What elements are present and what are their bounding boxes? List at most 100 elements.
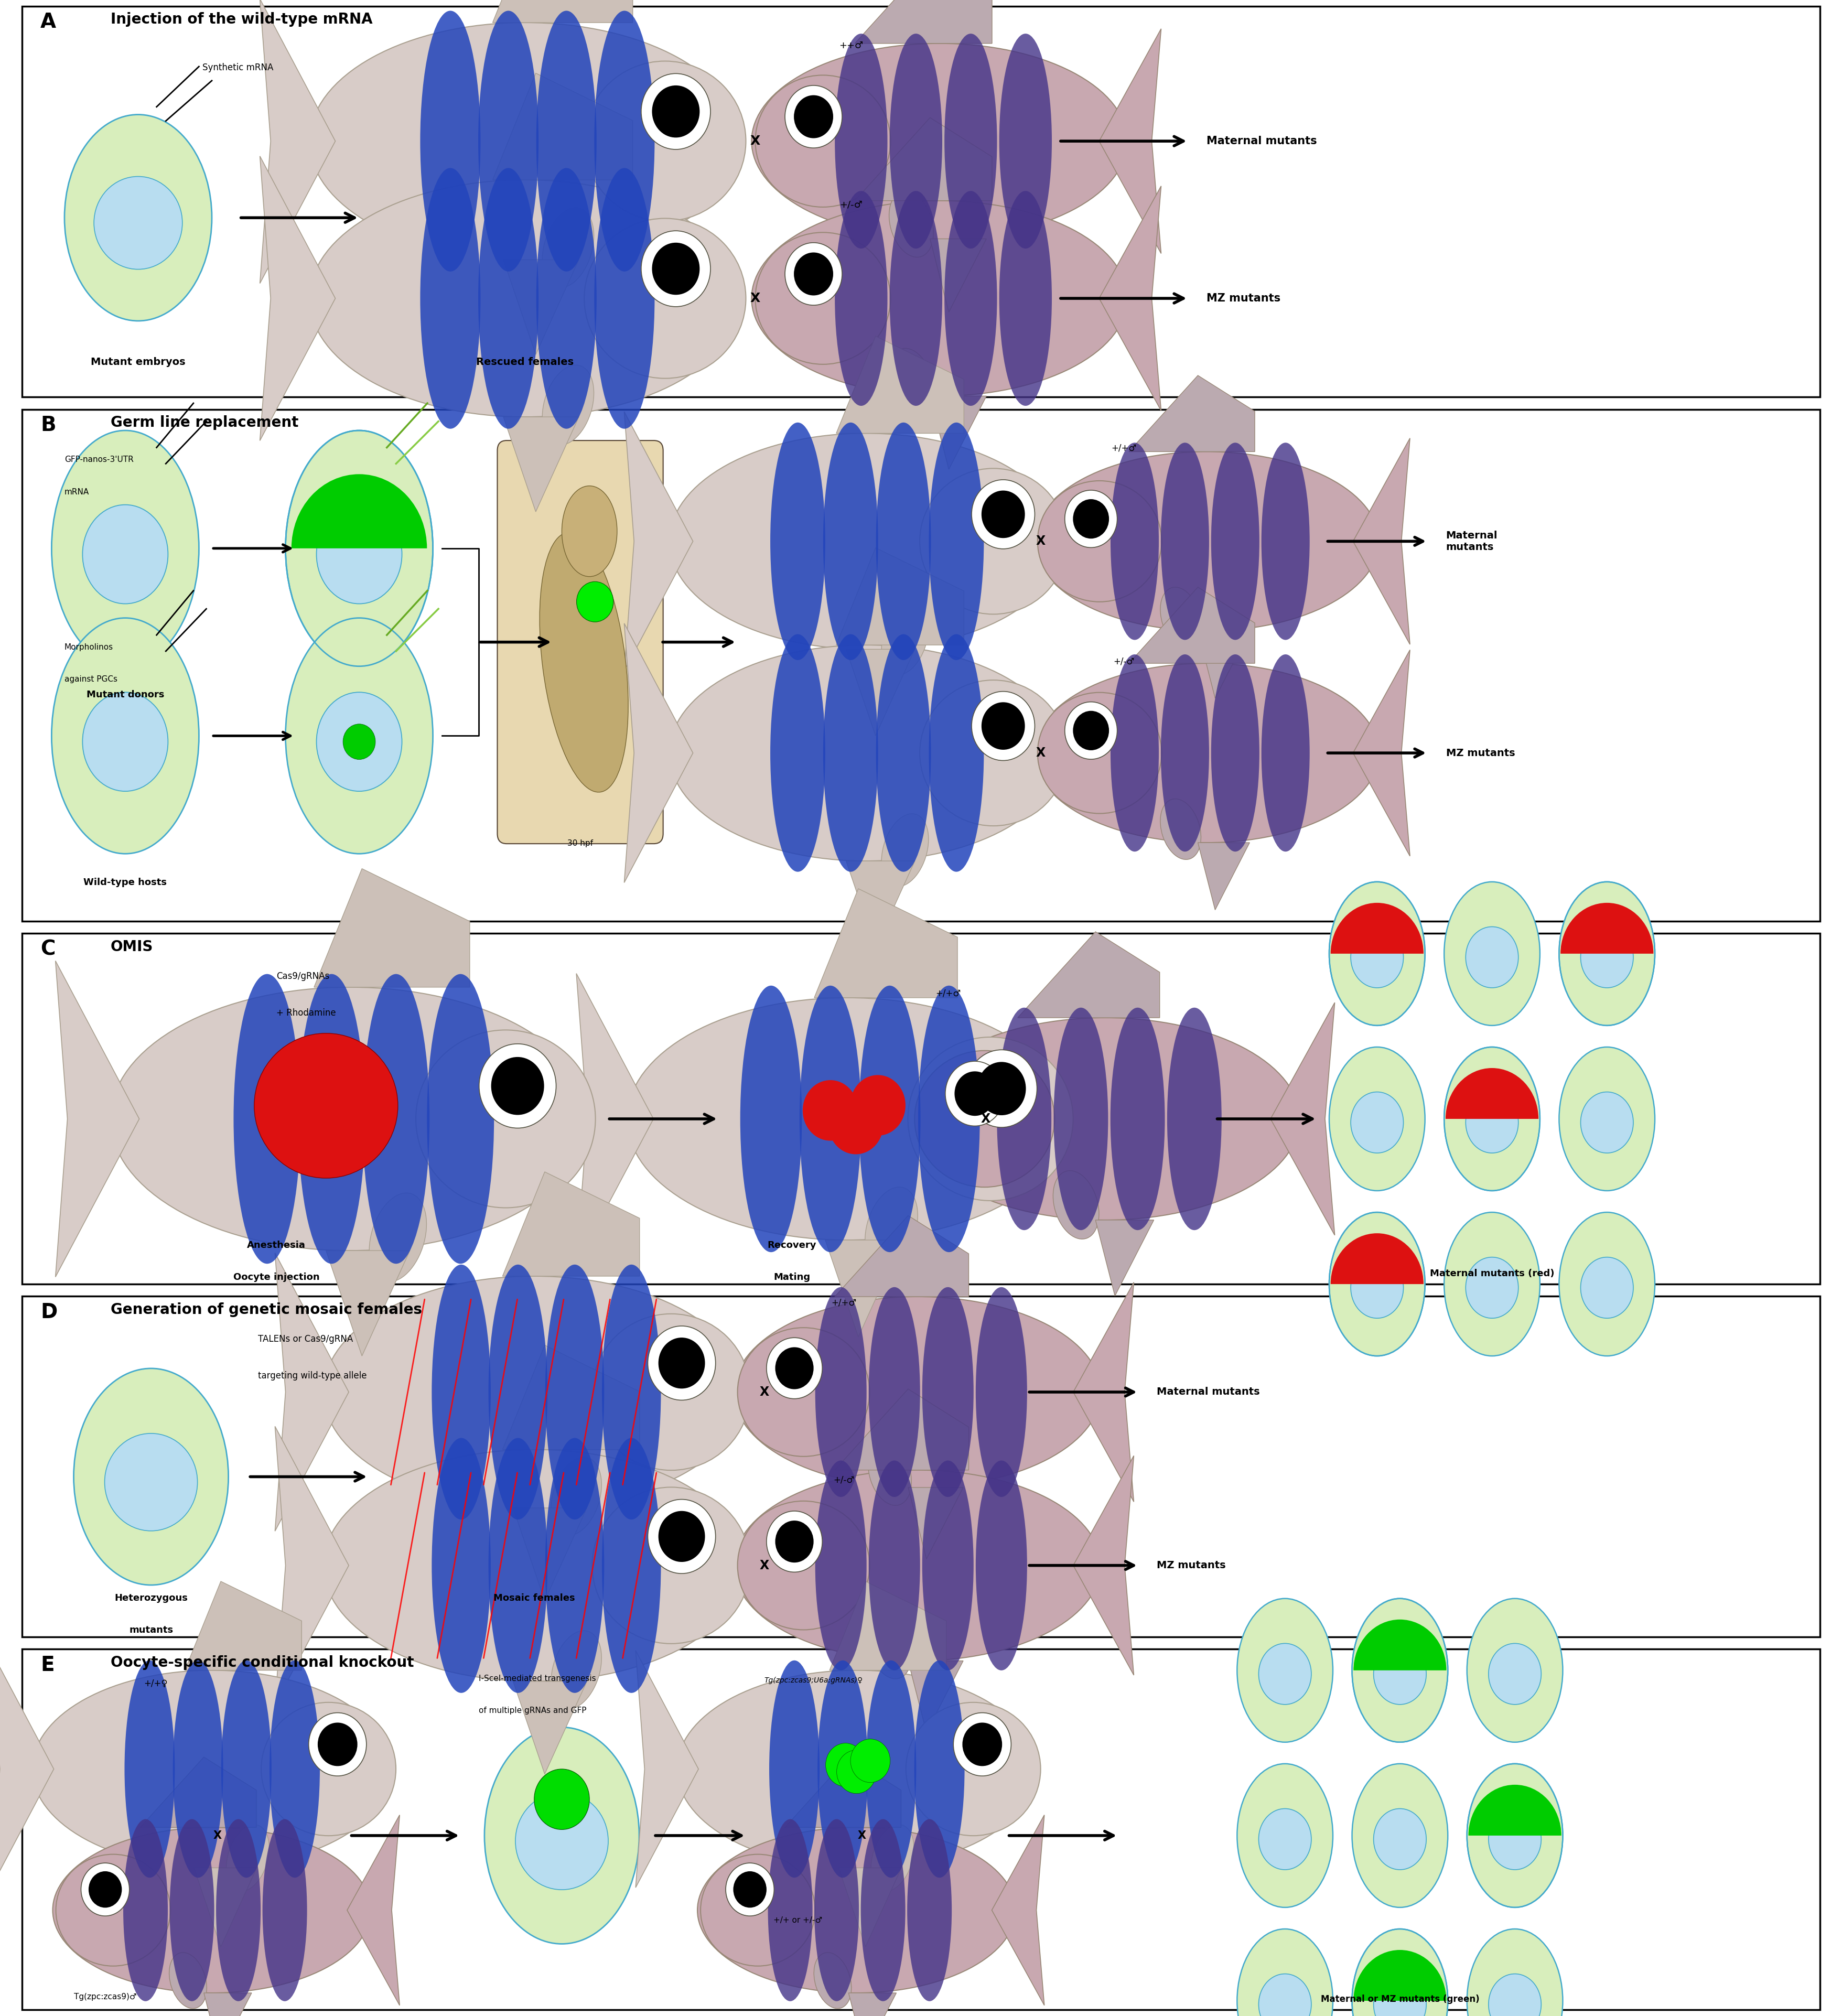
Polygon shape xyxy=(1197,843,1249,909)
Ellipse shape xyxy=(263,1818,308,2002)
Polygon shape xyxy=(834,1216,969,1296)
Text: Oocyte-specific conditional knockout: Oocyte-specific conditional knockout xyxy=(111,1655,414,1669)
Circle shape xyxy=(982,702,1024,750)
Ellipse shape xyxy=(1210,655,1260,851)
Polygon shape xyxy=(503,417,578,512)
Ellipse shape xyxy=(1466,927,1518,988)
Circle shape xyxy=(88,1871,122,1907)
Polygon shape xyxy=(849,1994,897,2016)
Polygon shape xyxy=(0,1651,53,1887)
Circle shape xyxy=(1065,490,1118,548)
Ellipse shape xyxy=(83,691,168,790)
Ellipse shape xyxy=(484,1728,639,1943)
Ellipse shape xyxy=(545,1264,604,1520)
Ellipse shape xyxy=(1330,1212,1426,1357)
Polygon shape xyxy=(326,1250,409,1357)
Ellipse shape xyxy=(919,468,1067,615)
Ellipse shape xyxy=(595,167,654,429)
Ellipse shape xyxy=(877,635,930,871)
Ellipse shape xyxy=(1488,1643,1542,1704)
Text: + Rhodamine: + Rhodamine xyxy=(276,1008,335,1018)
Text: Germ line replacement: Germ line replacement xyxy=(111,415,298,429)
Ellipse shape xyxy=(1466,1929,1562,2016)
Polygon shape xyxy=(492,0,634,22)
Ellipse shape xyxy=(94,177,182,270)
Circle shape xyxy=(825,1744,866,1786)
Text: Wild-type hosts: Wild-type hosts xyxy=(83,877,168,887)
Text: +/+ or +/-♂: +/+ or +/-♂ xyxy=(774,1915,823,1923)
Polygon shape xyxy=(1271,1002,1335,1236)
Text: I-SceI-mediated transgenesis: I-SceI-mediated transgenesis xyxy=(479,1675,597,1681)
Ellipse shape xyxy=(123,1818,168,2002)
Polygon shape xyxy=(1197,631,1249,698)
Ellipse shape xyxy=(882,814,928,887)
Ellipse shape xyxy=(890,192,934,258)
Ellipse shape xyxy=(516,1792,608,1889)
Text: D: D xyxy=(41,1302,57,1322)
Ellipse shape xyxy=(919,679,1067,827)
Ellipse shape xyxy=(1352,1764,1448,1907)
Ellipse shape xyxy=(816,1286,866,1498)
Polygon shape xyxy=(313,869,470,988)
Circle shape xyxy=(343,724,376,760)
Circle shape xyxy=(982,490,1024,538)
Ellipse shape xyxy=(74,1369,228,1585)
Ellipse shape xyxy=(1330,881,1426,1026)
Ellipse shape xyxy=(768,1818,812,2002)
Ellipse shape xyxy=(64,115,212,321)
Circle shape xyxy=(492,1056,543,1115)
Ellipse shape xyxy=(1111,444,1159,639)
Polygon shape xyxy=(908,1488,963,1558)
Ellipse shape xyxy=(52,431,199,665)
Ellipse shape xyxy=(542,208,593,288)
Ellipse shape xyxy=(83,504,168,603)
Ellipse shape xyxy=(420,167,481,429)
Bar xyxy=(22,1649,1820,2010)
Ellipse shape xyxy=(234,974,300,1264)
Ellipse shape xyxy=(1488,1974,1542,2016)
Circle shape xyxy=(726,1863,774,1915)
Ellipse shape xyxy=(733,1296,1102,1488)
Polygon shape xyxy=(834,1389,969,1470)
Ellipse shape xyxy=(324,1450,744,1681)
Polygon shape xyxy=(829,1581,947,1671)
Text: MZ mutants: MZ mutants xyxy=(1207,292,1280,304)
Ellipse shape xyxy=(286,431,433,665)
Ellipse shape xyxy=(216,1818,260,2002)
Ellipse shape xyxy=(1374,1974,1426,2016)
Ellipse shape xyxy=(799,986,862,1252)
Ellipse shape xyxy=(420,10,481,272)
Ellipse shape xyxy=(545,1437,604,1693)
Polygon shape xyxy=(624,623,693,883)
Text: X: X xyxy=(759,1558,770,1572)
Ellipse shape xyxy=(998,192,1052,405)
Wedge shape xyxy=(1354,1619,1446,1671)
Text: +/+♂: +/+♂ xyxy=(831,1298,857,1308)
Ellipse shape xyxy=(755,232,890,365)
Ellipse shape xyxy=(1238,1929,1334,2016)
Polygon shape xyxy=(1017,931,1160,1018)
Ellipse shape xyxy=(53,1826,370,1994)
Ellipse shape xyxy=(914,1661,965,1877)
Text: +/+♂: +/+♂ xyxy=(1111,444,1137,454)
Polygon shape xyxy=(514,1508,588,1601)
Text: Mutant donors: Mutant donors xyxy=(87,689,164,700)
Ellipse shape xyxy=(1262,655,1310,851)
Ellipse shape xyxy=(906,1702,1041,1837)
Polygon shape xyxy=(503,260,578,355)
Ellipse shape xyxy=(737,1502,869,1629)
Text: Tg(zpc:zcas9)♂: Tg(zpc:zcas9)♂ xyxy=(74,1994,136,2000)
Text: B: B xyxy=(41,415,55,435)
Polygon shape xyxy=(1074,1282,1135,1502)
Polygon shape xyxy=(825,1240,903,1337)
Text: Mosaic females: Mosaic females xyxy=(494,1593,575,1603)
Ellipse shape xyxy=(626,998,1068,1240)
Ellipse shape xyxy=(1466,1258,1518,1318)
Text: Oocyte injection: Oocyte injection xyxy=(234,1272,319,1282)
Ellipse shape xyxy=(698,1826,1015,1994)
Ellipse shape xyxy=(298,974,365,1264)
Circle shape xyxy=(534,1770,589,1831)
Ellipse shape xyxy=(752,44,1127,238)
Ellipse shape xyxy=(1160,444,1208,639)
Polygon shape xyxy=(260,0,335,284)
